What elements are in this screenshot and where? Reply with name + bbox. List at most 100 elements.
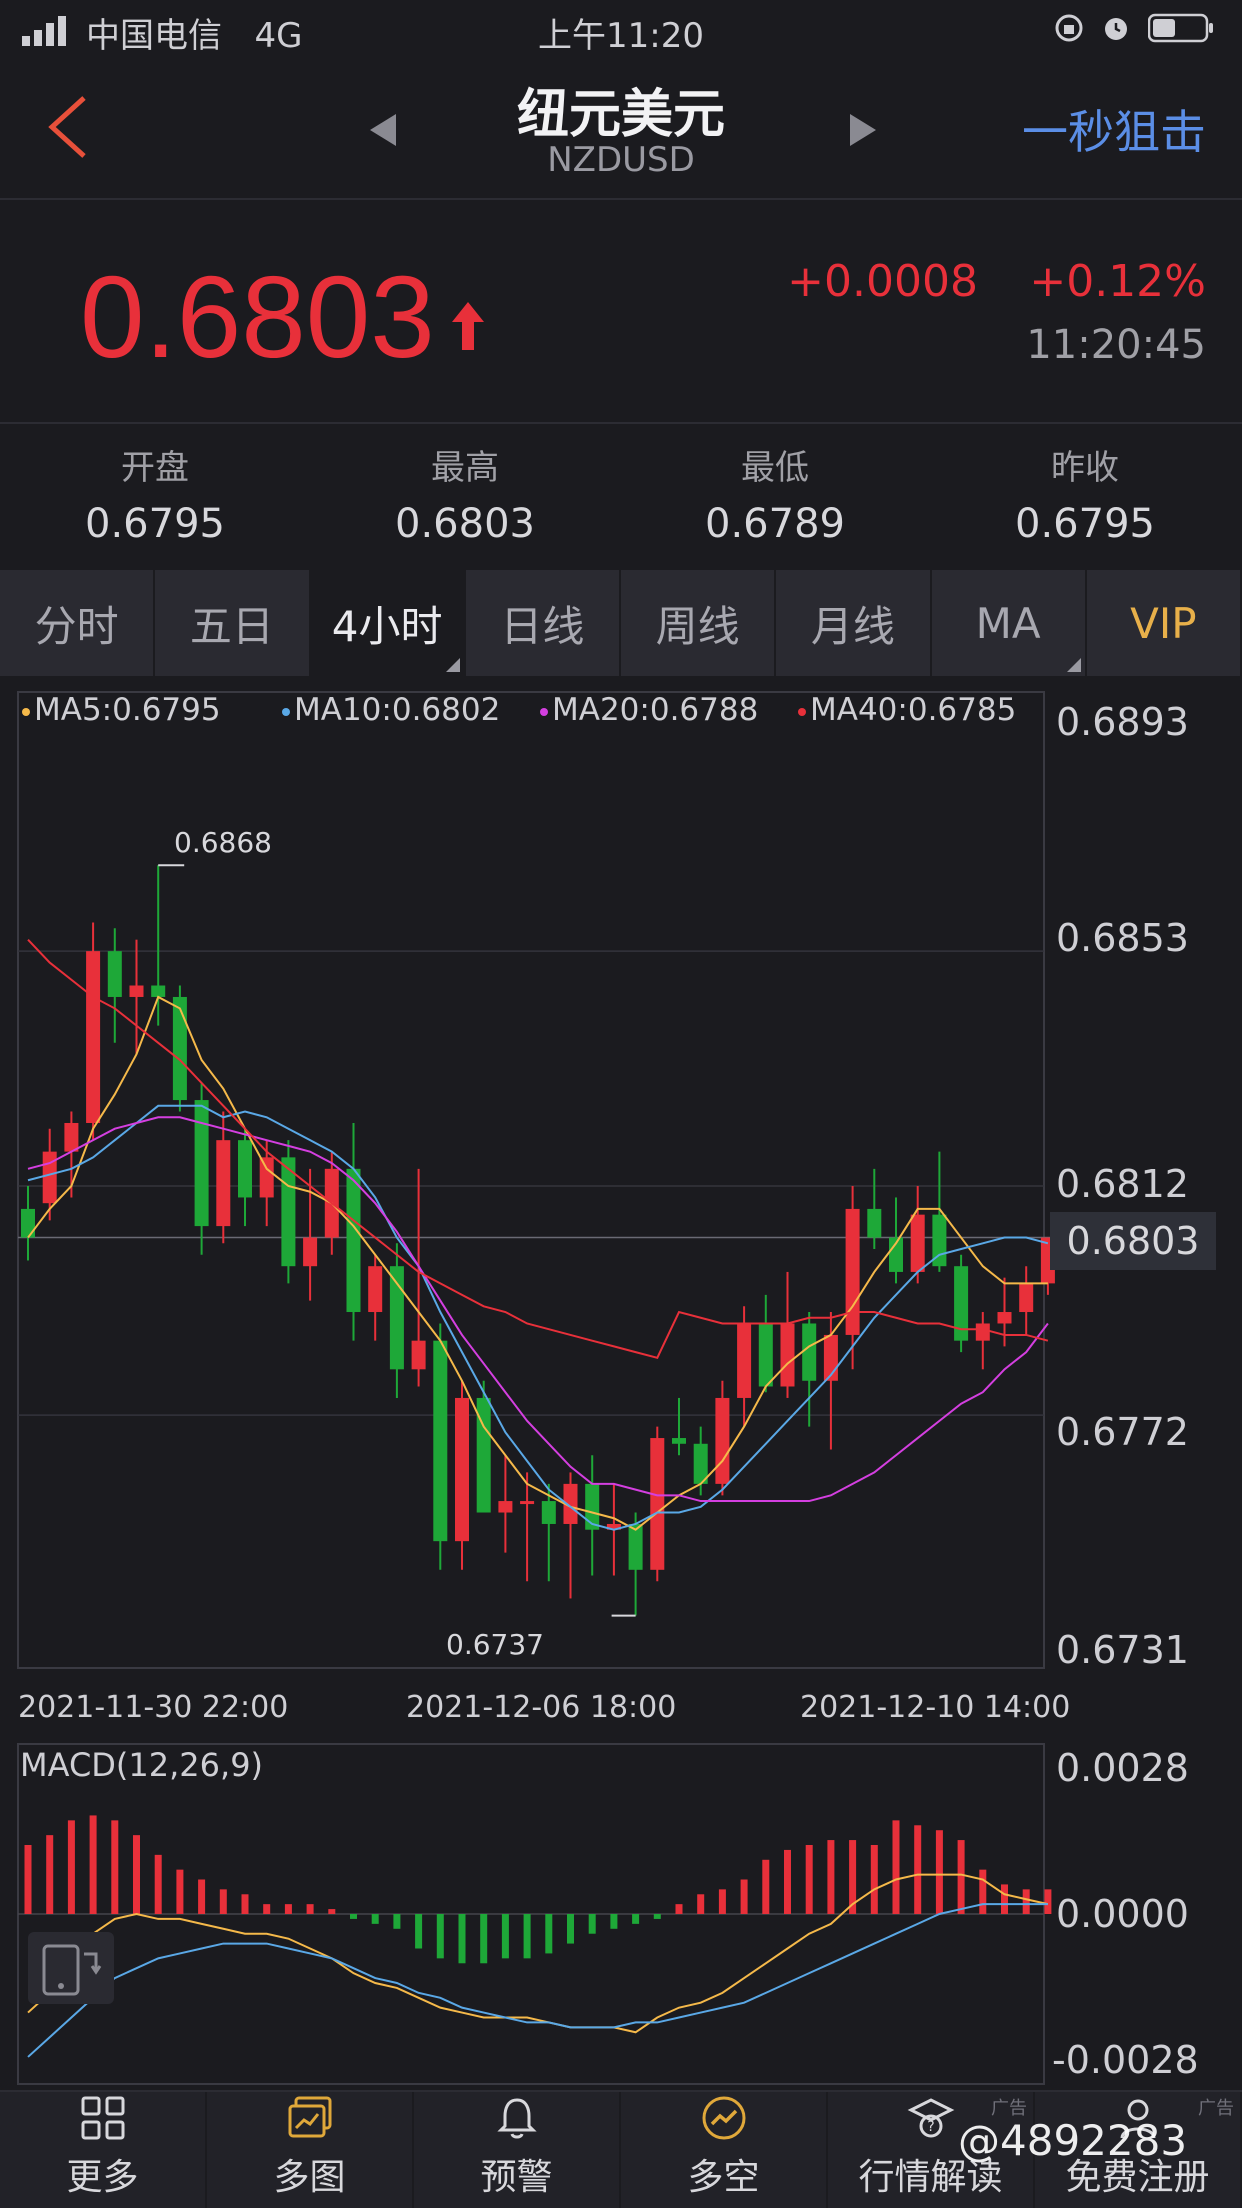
macd-bar [914, 1825, 922, 1914]
trend-icon [702, 2096, 745, 2140]
svg-text:?: ? [927, 2119, 934, 2135]
next-symbol-icon[interactable] [846, 112, 880, 148]
nav-alert[interactable]: 预警 [414, 2092, 621, 2208]
register-icon [1120, 2099, 1155, 2139]
macd-bar [241, 1894, 249, 1914]
macd-bar [1001, 1884, 1008, 1914]
macd-bar [328, 1909, 336, 1914]
macd-bar [697, 1894, 705, 1914]
bell-icon [496, 2098, 537, 2139]
macd-bar [762, 1859, 770, 1914]
macd-bar [46, 1835, 54, 1914]
ad-badge: 广告 [991, 2098, 1027, 2119]
nav-label: 预警 [480, 2157, 553, 2198]
nav-long-short[interactable]: 多空 [621, 2092, 828, 2208]
tab-label: 4小时 [331, 601, 443, 651]
macd-bar [154, 1854, 162, 1914]
signal-icon [22, 16, 66, 46]
nav-label: 多空 [687, 2157, 760, 2198]
candle-body [86, 951, 101, 1123]
candle-body [216, 1140, 231, 1227]
candle-body [476, 1397, 491, 1513]
bottom-nav: 更多 多图 预警 多空 广告 [0, 2090, 1242, 2208]
tab-daily[interactable]: 日线 [466, 570, 621, 676]
tab-vip[interactable]: VIP [1087, 570, 1242, 676]
candle-body [737, 1323, 752, 1398]
fullscreen-button[interactable] [28, 1932, 114, 2004]
tab-five-day[interactable]: 五日 [155, 570, 311, 676]
macd-bar [415, 1914, 423, 1949]
price-axis-label: 0.6731 [1056, 1628, 1189, 1672]
ma-line-ma20 [27, 1116, 1049, 1503]
divider [0, 422, 1242, 424]
price-change: +0.0008 [787, 256, 978, 307]
price-axis-label: 0.6812 [1056, 1162, 1189, 1206]
ad-badge: 广告 [1198, 2098, 1234, 2119]
tab-weekly[interactable]: 周线 [621, 570, 777, 676]
candle-body [455, 1397, 469, 1542]
nav-register[interactable]: 广告 免费注册 [1035, 2092, 1242, 2208]
candle-body [129, 985, 144, 997]
tab-monthly[interactable]: 月线 [776, 570, 932, 676]
candlestick-chart[interactable] [0, 680, 1242, 1680]
macd-bar [219, 1889, 227, 1914]
macd-bar [1022, 1889, 1030, 1914]
tab-ma[interactable]: MA [932, 570, 1087, 676]
macd-bar [458, 1914, 466, 1964]
legend-label: MA40:0.6785 [810, 692, 1017, 728]
candle-body [628, 1523, 643, 1570]
candle-body [845, 1208, 860, 1335]
candle-body [411, 1340, 426, 1370]
candle-body [389, 1266, 404, 1370]
macd-bar [870, 1845, 878, 1914]
prev-symbol-icon[interactable] [366, 112, 400, 148]
dropdown-corner-icon [1066, 658, 1081, 672]
macd-bar [350, 1914, 357, 1919]
quote-time: 11:20:45 [1026, 322, 1206, 368]
grid-icon [81, 2096, 124, 2140]
time-axis-label: 2021-12-10 14:00 [800, 1690, 1071, 1725]
candle-body [194, 1100, 209, 1227]
legend-ma20: MA20:0.6788 [540, 692, 758, 728]
macd-bar [653, 1914, 661, 1919]
price-change-percent: +0.12% [1029, 256, 1206, 307]
candle-body [433, 1340, 448, 1542]
legend-dot [540, 707, 548, 716]
tab-4h[interactable]: 4小时 [310, 570, 466, 676]
macd-bar [632, 1914, 640, 1924]
quick-trade-button[interactable]: 一秒狙击 [1022, 105, 1206, 159]
nav-analysis[interactable]: 广告 ? 行情解读 [828, 2092, 1035, 2208]
macd-axis-label: 0.0000 [1056, 1892, 1189, 1936]
nav-more[interactable]: 更多 [0, 2092, 207, 2208]
nav-multi-chart[interactable]: 多图 [207, 2092, 414, 2208]
macd-bar [133, 1835, 140, 1914]
macd-bar [675, 1904, 683, 1914]
macd-bar [480, 1914, 488, 1964]
tab-label: MA [975, 598, 1041, 648]
legend-label: MA20:0.6788 [552, 692, 759, 728]
high-marker-label: 0.6868 [174, 826, 272, 859]
price-axis-label: 0.6893 [1056, 700, 1189, 744]
legend-label: MA10:0.6802 [294, 692, 501, 728]
tab-minute[interactable]: 分时 [0, 570, 156, 676]
candle-body [42, 1151, 57, 1204]
carrier-name: 中国电信 [86, 16, 222, 56]
macd-bar [892, 1820, 900, 1914]
candle-body [780, 1323, 795, 1387]
legend-label: MA5:0.6795 [34, 692, 221, 728]
macd-chart[interactable] [0, 1736, 1242, 2086]
battery-icon [1148, 13, 1213, 43]
candle-body [867, 1208, 882, 1238]
stat-low: 最低 0.6789 [620, 440, 930, 547]
legend-ma10: MA10:0.6802 [282, 692, 500, 728]
ma-line-ma5 [27, 995, 1048, 1531]
back-arrow-icon[interactable] [40, 92, 100, 162]
candle-body [802, 1323, 817, 1381]
candle-body [107, 951, 122, 997]
candle-body [715, 1397, 730, 1484]
candle-body [650, 1438, 665, 1570]
stat-value: 0.6795 [85, 501, 225, 547]
macd-bar [198, 1879, 206, 1914]
macd-bar [24, 1845, 32, 1914]
